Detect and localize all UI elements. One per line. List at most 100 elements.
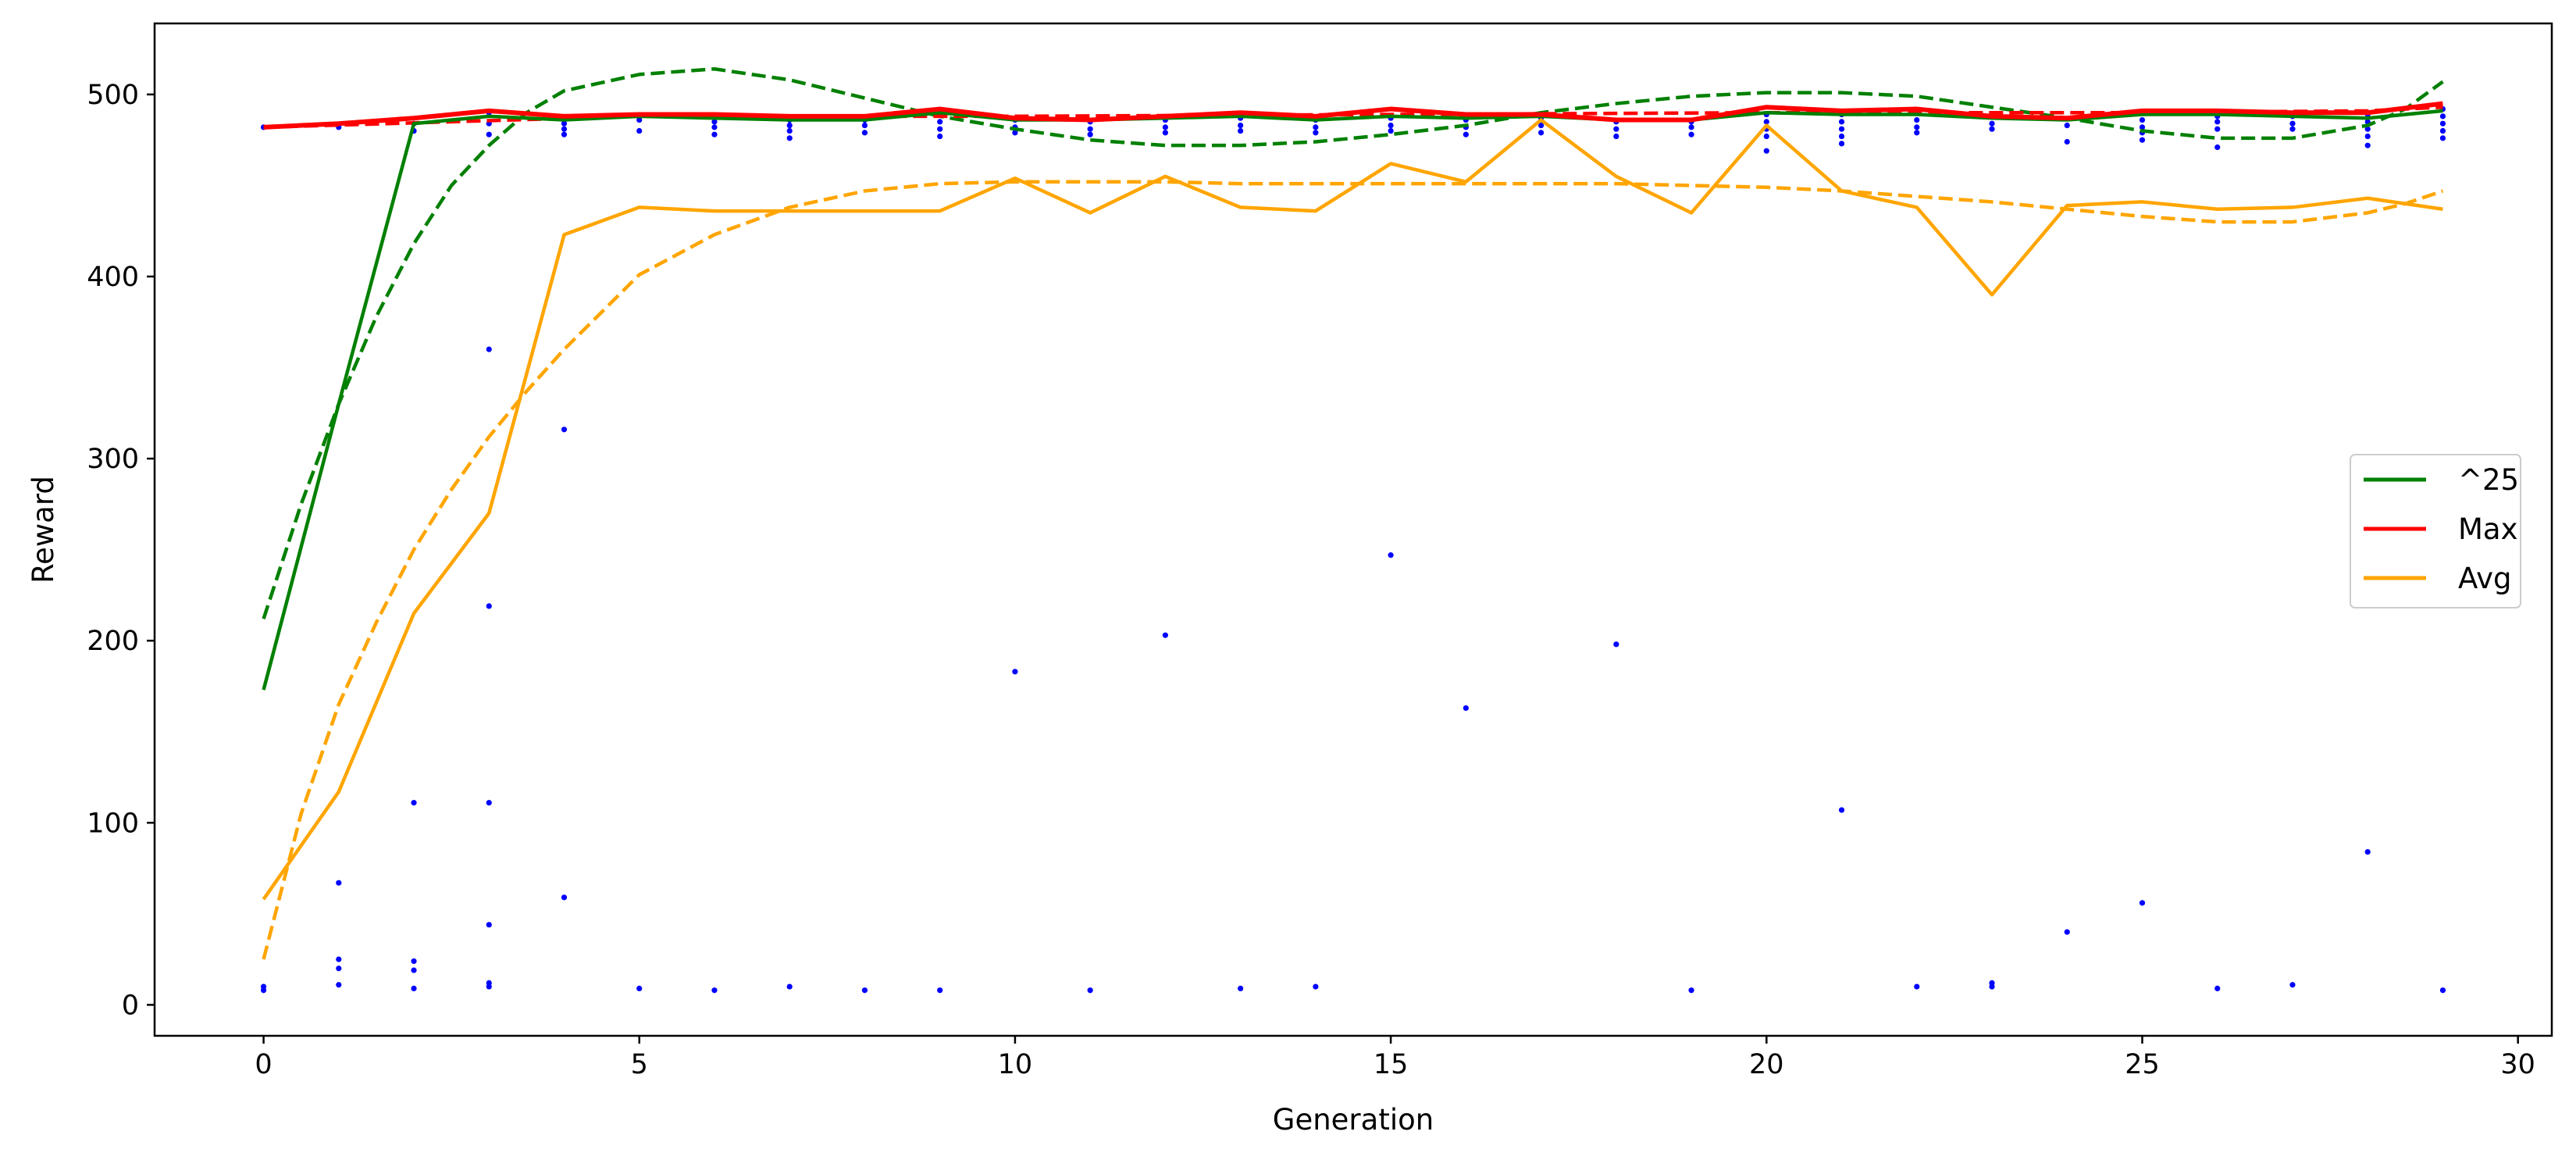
legend-label-max: Max [2458,512,2518,546]
scatter-point [937,987,943,994]
scatter-point [411,985,417,991]
scatter-point [786,122,793,129]
scatter-point [1914,983,1920,990]
scatter-point [1087,987,1093,994]
plot-frame [153,22,2553,1037]
scatter-point [2364,126,2371,132]
scatter-point [1989,126,1995,132]
scatter-point [1463,131,1469,137]
scatter-point [711,131,718,137]
scatter-point [636,116,643,123]
scatter-point [861,130,868,136]
scatter-point [336,956,342,962]
y-axis-label: Reward [27,476,60,584]
legend-label-avg: Avg [2458,562,2512,595]
x-axis-label: Generation [1273,1103,1434,1137]
scatter-point [1238,127,1244,134]
scatter-point [786,127,793,134]
scatter-point [1838,141,1845,147]
scatter-point [1087,126,1093,132]
scatter-point [1613,126,1619,132]
scatter-point [486,980,492,987]
series-line-avg [262,118,2443,901]
scatter-point [1313,124,1319,130]
scatter-point [411,958,417,965]
scatter-point [2364,848,2371,855]
legend: ^25 Max Avg [2350,454,2521,609]
y-tick-label: 200 [87,626,139,657]
scatter-point [1838,133,1845,140]
scatter-point [861,122,868,129]
scatter-point [336,982,342,988]
y-tick-label: 0 [122,990,139,1021]
scatter-point [1763,119,1769,125]
y-tick-label: 100 [87,808,139,839]
scatter-point [1313,130,1319,136]
scatter-point [336,880,342,886]
trend-line-2 [262,180,2444,960]
scatter-point [711,119,718,125]
scatter-point [561,126,568,132]
scatter-point [486,346,492,352]
scatter-point [1763,133,1769,140]
y-tick-label: 500 [87,80,139,111]
y-tick-label: 400 [87,262,139,293]
scatter-point [2289,982,2296,988]
scatter-point [561,427,568,433]
scatter-point [1162,130,1169,136]
scatter-point [636,127,643,134]
scatter-point [1238,122,1244,129]
scatter-point [1989,980,1995,987]
scatter-point [1313,983,1319,990]
scatter-point [2064,122,2070,129]
scatter-point [2139,116,2146,123]
scatter-point [561,894,568,901]
scatter-point [1162,632,1169,638]
scatter-point [1763,148,1769,154]
x-tick-label: 5 [631,1049,648,1080]
series-layer [262,101,2443,901]
scatter-point [861,987,868,994]
scatter-point [2289,126,2296,132]
scatter-point [2439,113,2446,120]
scatter-point [1537,130,1545,136]
scatter-point [937,119,943,125]
x-tick-label: 0 [255,1049,272,1080]
scatter-point [1838,126,1845,132]
scatter-point [937,126,943,132]
scatter-point [2064,929,2070,935]
scatter-point [486,922,492,928]
scatter-point [1914,124,1920,130]
scatter-point [2439,987,2446,994]
trend-line-0 [262,67,2444,619]
scatter-point [2214,119,2221,125]
scatter-point [486,603,492,609]
x-tick-label: 15 [1374,1049,1409,1080]
scatter-point [937,133,943,140]
scatter-point [711,124,718,130]
scatter-point [1613,133,1619,140]
scatter-point [1388,122,1394,129]
scatter-point [786,135,793,141]
scatter-point [2064,138,2070,145]
scatter-point [1914,130,1920,136]
scatter-point [2439,120,2446,127]
scatter-point [1688,131,1694,137]
scatter-point [1463,705,1469,712]
scatter-point [2139,124,2146,130]
scatter-point [636,985,643,991]
scatter-point [2214,144,2221,151]
y-tick-label: 300 [87,444,139,475]
scatter-point [260,983,267,990]
legend-box [2350,454,2521,609]
x-tick-label: 20 [1749,1049,1784,1080]
scatter-point [486,131,492,137]
scatter-point [486,800,492,806]
series-line-max [263,101,2443,130]
scatter-point [2139,900,2146,906]
scatter-point [411,967,417,973]
scatter-point [2289,120,2296,127]
scatter-point [336,965,342,972]
scatter-point [2214,985,2221,991]
scatter-point [561,120,568,127]
